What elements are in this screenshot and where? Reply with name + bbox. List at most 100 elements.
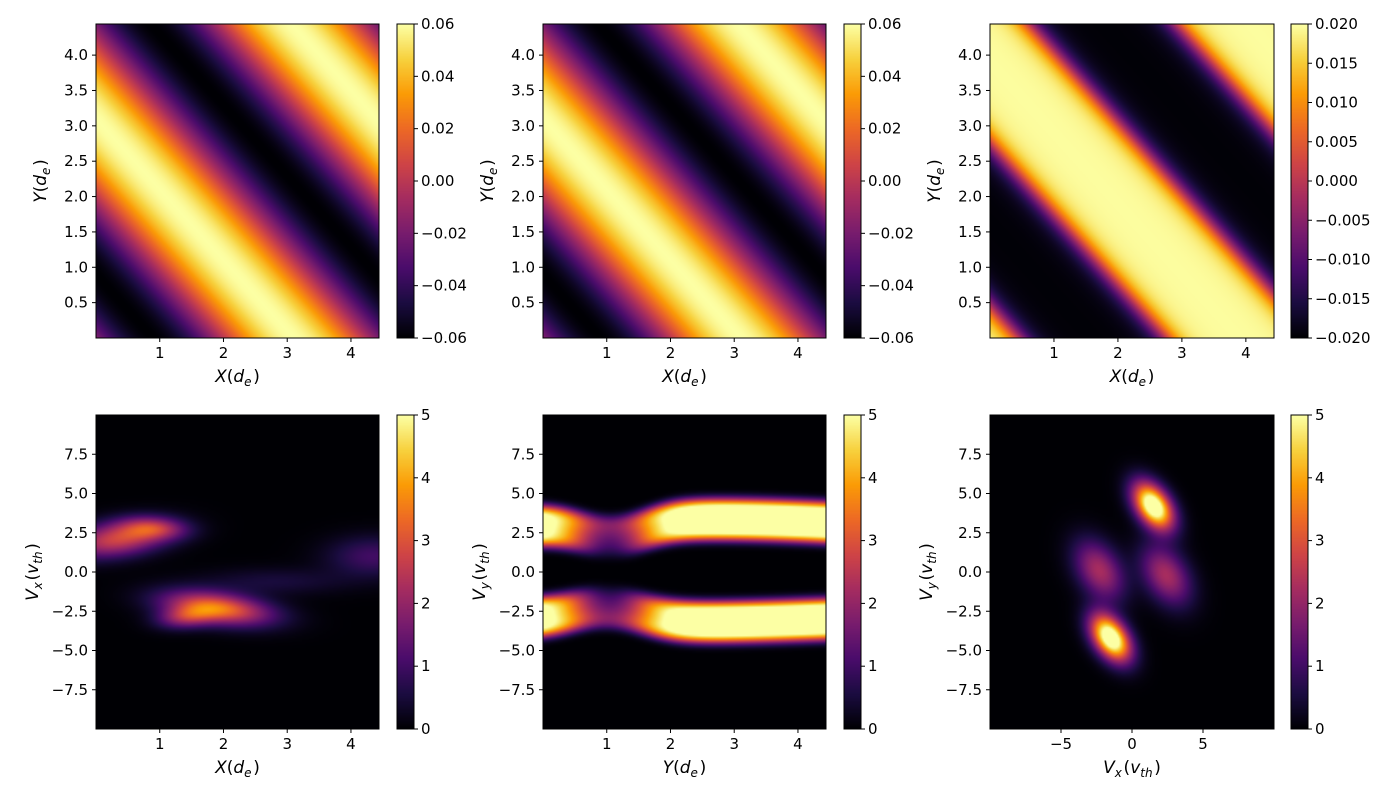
y-tick-label: 4.0 [958,46,982,64]
x-tick-label: 2 [1113,344,1123,362]
colorbar-frame [843,414,862,730]
x-tick-label: 2 [666,735,676,753]
x-tick-label: 3 [729,735,739,753]
x-tick-label: 2 [219,344,229,362]
heatmap-image [990,415,1274,729]
colorbar-tick-label: 4 [421,469,431,487]
x-tick-label: 1 [155,735,165,753]
chart-panel-bottom-left: 1 2 3 4 7.5 5.0 2.5 0.0 −2.5 −5.0 −7.5 X(de ) Vx (vt… [23,406,431,780]
x-tick-label: 5 [1198,735,1208,753]
plot-frame [542,23,827,339]
colorbar-tick-label: 4 [868,469,878,487]
y-tick-label: 7.5 [511,445,535,463]
colorbar-tick-label: 0.06 [421,15,454,33]
y-tick-label: 3.5 [958,81,982,99]
colorbar-tick-label: −0.06 [868,329,914,347]
y-tick-label: 5.0 [958,485,982,503]
x-tick-label: 1 [1049,344,1059,362]
y-axis-label: Vx (vth ) [23,543,45,601]
colorbar-tick-label: 3 [421,532,431,550]
x-tick-label: 3 [282,344,292,362]
y-tick-label: 4.0 [511,46,535,64]
colorbar-tick-label: 5 [868,406,878,424]
colorbar: 5 4 3 2 1 0 [843,406,878,738]
y-tick-label: 2.5 [511,152,535,170]
heatmap-image [543,415,826,729]
x-axis-label: X(de ) [214,758,260,780]
heatmap-image [96,24,379,338]
y-tick-label: 2.5 [511,524,535,542]
x-axis-label: X(de ) [661,367,707,389]
x-tick-label: 3 [282,735,292,753]
colorbar-frame [396,414,415,730]
y-tick-label: 0.5 [958,294,982,312]
colorbar-tick-label: 0.04 [421,67,454,85]
heatmap-image [96,415,379,729]
y-axis-label: Vy (vth ) [917,543,939,601]
colorbar-tick-label: 1 [868,657,878,675]
colorbar: 5 4 3 2 1 0 [396,406,431,738]
plot-frame [95,23,380,339]
x-tick-label: 4 [793,344,803,362]
colorbar-tick-label: 0.000 [1315,172,1358,190]
colorbar-tick-label: 0.010 [1315,94,1358,112]
y-tick-label: 5.0 [511,485,535,503]
x-tick-label: 4 [793,735,803,753]
colorbar-tick-label: 2 [421,594,431,612]
x-tick-label: 1 [602,344,612,362]
colorbar-gradient [397,415,414,729]
chart-panel-top-middle: 1 2 3 4 0.5 1.0 1.5 2.0 2.5 3.0 3.5 4.0 X(de ) Y(de )… [478,15,914,389]
colorbar-tick-label: 0.00 [868,172,901,190]
y-tick-label: 7.5 [64,445,88,463]
heatmap-image [543,24,826,338]
y-tick-label: 3.0 [64,117,88,135]
x-tick-label: 3 [1177,344,1187,362]
x-tick-label: 2 [666,344,676,362]
y-axis-label: Y(de ) [925,159,947,203]
colorbar: 0.020 0.015 0.010 0.005 0.000 −0.005 −0.010 −0.… [1290,15,1371,347]
colorbar-tick-label: 4 [1315,469,1325,487]
x-tick-label: 4 [346,735,356,753]
colorbar-tick-label: 5 [421,406,431,424]
x-tick-label: 1 [155,344,165,362]
y-tick-label: 2.5 [958,524,982,542]
colorbar-tick-label: 5 [1315,406,1325,424]
colorbar-tick-label: 0.02 [421,120,454,138]
y-axis-label: Y(de ) [478,159,500,203]
chart-panel-top-left: 1 2 3 4 0.5 1.0 1.5 2.0 2.5 3.0 3.5 4.0 X(de ) Y(de )… [31,15,467,389]
colorbar-tick-label: −0.04 [421,277,467,295]
y-tick-label: 2.5 [64,524,88,542]
colorbar-tick-label: 0.06 [868,15,901,33]
x-tick-label: 1 [602,735,612,753]
y-tick-label: 1.5 [511,223,535,241]
colorbar-tick-label: −0.010 [1315,251,1371,269]
y-tick-label: 2.5 [64,152,88,170]
colorbar-tick-label: 2 [1315,594,1325,612]
x-tick-label: 0 [1127,735,1137,753]
colorbar-gradient [397,24,414,338]
colorbar-tick-label: 3 [868,532,878,550]
colorbar-tick-label: 1 [421,657,431,675]
colorbar: 0.06 0.04 0.02 0.00 −0.02 −0.04 −0.06 [396,15,467,347]
y-tick-label: −2.5 [946,602,982,620]
y-tick-label: 2.0 [511,188,535,206]
x-tick-label: 2 [219,735,229,753]
colorbar-tick-label: −0.04 [868,277,914,295]
chart-panel-bottom-middle: 1 2 3 4 7.5 5.0 2.5 0.0 −2.5 −5.0 −7.5 Y(de ) Vy (vt… [470,406,878,780]
y-tick-label: −7.5 [499,681,535,699]
colorbar-frame [1290,414,1309,730]
colorbar-gradient [844,415,861,729]
colorbar-tick-label: 3 [1315,532,1325,550]
y-tick-label: −7.5 [946,681,982,699]
y-tick-label: 3.0 [958,117,982,135]
chart-panel-bottom-right: −5 0 5 7.5 5.0 2.5 0.0 −2.5 −5.0 −7.5 Vx (vth ) Vy … [917,406,1325,780]
heatmap-image [990,24,1274,338]
x-axis-label: Vx (vth ) [1103,758,1161,780]
y-tick-label: 1.5 [64,223,88,241]
colorbar-tick-label: 0.005 [1315,133,1358,151]
y-tick-label: 1.0 [64,258,88,276]
colorbar-tick-label: −0.005 [1315,211,1371,229]
colorbar-gradient [844,24,861,338]
colorbar-tick-label: 0.015 [1315,54,1358,72]
y-tick-label: 1.5 [958,223,982,241]
